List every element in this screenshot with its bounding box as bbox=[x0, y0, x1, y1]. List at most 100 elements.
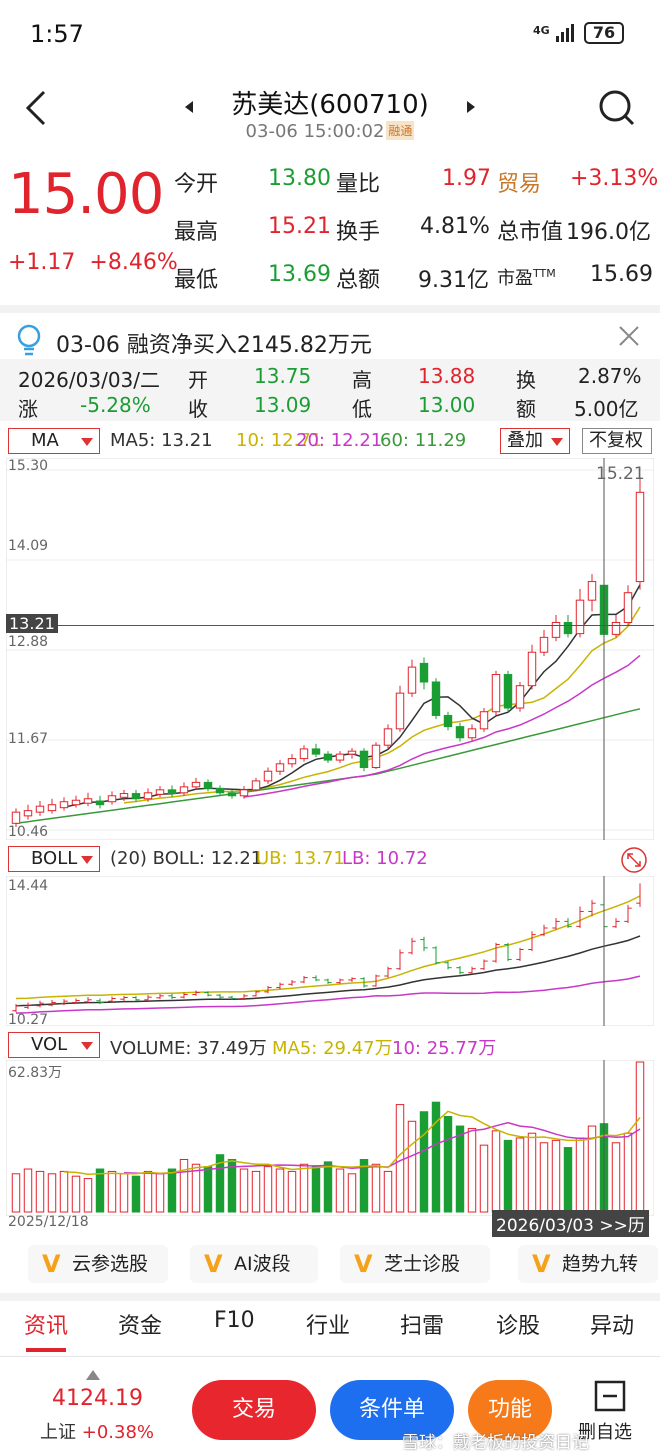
candle bbox=[179, 786, 189, 794]
watermark: 雪球：戴老板的投资日记 bbox=[402, 1433, 589, 1453]
tool-ai-band[interactable]: V AI波段 bbox=[190, 1245, 318, 1283]
index-value[interactable]: 4124.19 bbox=[52, 1386, 143, 1411]
candle bbox=[335, 753, 345, 761]
tab-scan[interactable]: 扫雷 bbox=[400, 1314, 445, 1339]
ma20-line bbox=[243, 654, 641, 798]
boll-lower-line bbox=[15, 975, 641, 1014]
volume-bar bbox=[47, 1173, 57, 1213]
prev-stock-icon[interactable] bbox=[185, 101, 193, 113]
volume-bar bbox=[35, 1170, 45, 1213]
function-button[interactable]: 功能 bbox=[468, 1380, 552, 1440]
volume-bar bbox=[527, 1132, 537, 1213]
tab-funds[interactable]: 资金 bbox=[118, 1314, 163, 1339]
volume-bar bbox=[215, 1154, 225, 1213]
candle bbox=[23, 810, 33, 817]
volume-bar bbox=[239, 1168, 249, 1213]
tab-indicator bbox=[26, 1348, 66, 1352]
ma5-value: MA5: 13.21 bbox=[110, 430, 213, 451]
candle bbox=[563, 621, 573, 635]
volume-bar bbox=[95, 1168, 105, 1213]
candle bbox=[83, 798, 93, 804]
candle bbox=[47, 804, 57, 812]
vol-selector[interactable]: VOL bbox=[8, 1032, 100, 1058]
adjust-button[interactable]: 不复权 bbox=[582, 428, 652, 454]
ma20-value: 20: 12.21 bbox=[296, 430, 383, 451]
tab-diagnose[interactable]: 诊股 bbox=[496, 1314, 541, 1339]
volume-bar bbox=[263, 1166, 273, 1213]
candle bbox=[371, 744, 381, 769]
value-market-cap: 196.0亿 bbox=[566, 220, 651, 245]
candle bbox=[71, 799, 81, 806]
volume-bar bbox=[419, 1111, 429, 1213]
tab-f10[interactable]: F10 bbox=[214, 1308, 255, 1333]
margin-notice[interactable]: 03-06 融资净买入2145.82万元 bbox=[56, 333, 372, 358]
crosshair-price: 13.21 bbox=[6, 614, 58, 633]
candle bbox=[407, 666, 417, 694]
candle bbox=[383, 728, 393, 746]
ma10-line bbox=[123, 606, 641, 804]
trade-button[interactable]: 交易 bbox=[192, 1380, 316, 1440]
back-arrow-icon[interactable] bbox=[22, 88, 52, 128]
kline-axis-4: 11.67 bbox=[8, 731, 49, 747]
label-low: 最低 bbox=[174, 268, 219, 293]
volume-bar bbox=[203, 1166, 213, 1213]
candle bbox=[527, 651, 537, 687]
candle bbox=[227, 792, 237, 797]
tab-industry[interactable]: 行业 bbox=[306, 1314, 351, 1339]
stock-title: 苏美达(600710) bbox=[231, 90, 429, 120]
kline-chart[interactable] bbox=[6, 458, 654, 840]
condition-order-button[interactable]: 条件单 bbox=[330, 1380, 454, 1440]
value-pe: 15.69 bbox=[590, 262, 653, 287]
day-chg-label: 涨 bbox=[18, 397, 38, 421]
minus-box-icon[interactable] bbox=[594, 1380, 626, 1412]
volume-bar bbox=[455, 1125, 465, 1213]
tab-anomaly[interactable]: 异动 bbox=[590, 1314, 635, 1339]
expand-up-icon[interactable] bbox=[86, 1370, 100, 1380]
battery-icon: 76 bbox=[584, 22, 624, 44]
boll-value: (20) BOLL: 12.21 bbox=[110, 848, 263, 869]
kline-axis-bottom: 10.46 bbox=[8, 824, 49, 840]
boll-chart[interactable] bbox=[6, 876, 654, 1026]
next-stock-icon[interactable] bbox=[467, 101, 475, 113]
day-high: 13.88 bbox=[418, 364, 476, 388]
boll-axis-bottom: 10.27 bbox=[8, 1012, 49, 1028]
candle bbox=[539, 636, 549, 653]
volume-bar bbox=[623, 1132, 633, 1213]
volume-bar bbox=[299, 1163, 309, 1213]
delete-watchlist-label[interactable]: 删自选 bbox=[578, 1422, 632, 1443]
candle bbox=[287, 758, 297, 765]
ma10-value: 10: 12.71 bbox=[236, 430, 323, 451]
volume-bar bbox=[323, 1161, 333, 1213]
volume-bar bbox=[191, 1163, 201, 1213]
boll-selector[interactable]: BOLL bbox=[8, 846, 100, 872]
boll-lb: LB: 10.72 bbox=[342, 848, 428, 869]
vol-ma10: 10: 25.77万 bbox=[392, 1038, 497, 1059]
overlay-button[interactable]: 叠加 bbox=[500, 428, 570, 454]
close-icon[interactable] bbox=[618, 325, 640, 347]
tab-news[interactable]: 资讯 bbox=[24, 1314, 69, 1339]
tool-trend-nine[interactable]: V 趋势九转 bbox=[518, 1245, 658, 1283]
ma-selector[interactable]: MA bbox=[8, 428, 100, 454]
status-time: 1:57 bbox=[30, 20, 84, 48]
boll-axis-top: 14.44 bbox=[8, 878, 49, 894]
vol-ma5-line bbox=[63, 1110, 641, 1176]
label-sector[interactable]: 贸易 bbox=[497, 172, 542, 197]
end-date-history[interactable]: 2026/03/03 >>历 bbox=[492, 1210, 649, 1237]
candle bbox=[155, 789, 165, 795]
vol-value: VOLUME: 37.49万 bbox=[110, 1038, 267, 1059]
search-icon[interactable] bbox=[597, 88, 637, 128]
value-open: 13.80 bbox=[268, 166, 331, 191]
day-close-label: 收 bbox=[188, 397, 208, 421]
price-change: +1.17 +8.46% bbox=[8, 250, 178, 275]
tool-cloud-picker[interactable]: V 云参选股 bbox=[28, 1245, 168, 1283]
expand-icon[interactable] bbox=[620, 846, 648, 874]
margin-tag: 融通 bbox=[386, 121, 415, 140]
ma60-value: 60: 11.29 bbox=[380, 430, 467, 451]
label-high: 最高 bbox=[174, 220, 219, 245]
day-amount: 5.00亿 bbox=[574, 397, 639, 421]
volume-bar bbox=[71, 1175, 81, 1213]
tool-cheese-diagnose[interactable]: V 芝士诊股 bbox=[340, 1245, 490, 1283]
ma60-line bbox=[15, 708, 641, 825]
candle bbox=[119, 793, 129, 798]
volume-chart[interactable] bbox=[6, 1060, 654, 1216]
